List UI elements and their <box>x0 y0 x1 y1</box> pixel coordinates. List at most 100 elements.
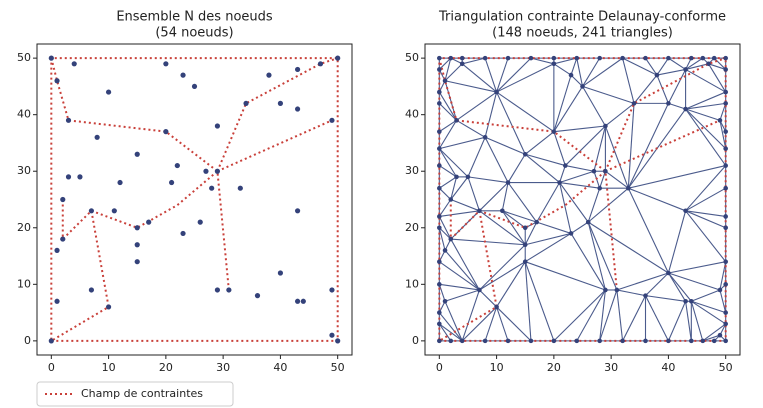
node <box>437 310 442 315</box>
mesh-edge <box>502 210 537 223</box>
mesh-edge <box>616 289 646 297</box>
mesh-edge <box>559 181 600 189</box>
mesh-edge <box>444 58 452 81</box>
node <box>522 225 528 231</box>
node <box>437 146 442 151</box>
mesh-edge <box>467 176 509 184</box>
node <box>563 163 568 168</box>
node <box>522 259 528 265</box>
mesh-edge <box>456 119 486 138</box>
node <box>505 180 511 185</box>
y-tick-label: 30 <box>17 164 31 177</box>
mesh-edge <box>524 232 572 263</box>
node <box>603 168 608 174</box>
x-tick-label: 10 <box>490 361 504 374</box>
node <box>459 61 465 67</box>
mesh-edge <box>484 306 498 342</box>
mesh-edge <box>667 272 692 302</box>
mesh-edge <box>507 153 526 183</box>
mesh-edge <box>484 137 509 183</box>
mesh-edge <box>456 91 497 121</box>
mesh-edge <box>496 261 526 308</box>
mesh-edge <box>582 57 623 87</box>
constraint-line <box>438 57 618 291</box>
y-tick-label: 20 <box>17 221 31 234</box>
node <box>454 174 459 180</box>
mesh-edge <box>444 63 463 82</box>
node <box>717 287 723 293</box>
mesh-edge <box>656 68 686 76</box>
mesh-edge <box>467 137 486 178</box>
mesh-edge <box>685 102 726 110</box>
mesh-edge <box>553 63 572 76</box>
node <box>666 338 671 344</box>
node <box>626 185 631 191</box>
constraint-line <box>438 57 727 342</box>
mesh-edge <box>525 153 566 167</box>
node <box>437 282 442 287</box>
node <box>723 214 728 219</box>
node <box>437 163 442 168</box>
node <box>620 55 625 61</box>
node <box>723 67 728 72</box>
node <box>683 208 688 214</box>
node <box>48 338 54 344</box>
constraint-line <box>50 199 110 342</box>
node <box>329 287 335 293</box>
mesh-edge <box>462 57 486 65</box>
mesh-edge <box>667 272 687 302</box>
mesh-edge <box>507 182 538 223</box>
x-tick-label: 50 <box>719 361 733 374</box>
node <box>197 219 203 225</box>
node <box>620 338 625 344</box>
mesh-edge <box>667 210 687 274</box>
node <box>60 196 66 203</box>
node <box>214 123 221 129</box>
node <box>477 208 482 214</box>
y-tick-label: 40 <box>17 108 31 121</box>
mesh-edge <box>645 295 669 342</box>
mesh-edge <box>438 57 452 70</box>
subplot: Ensemble N des noeuds(54 noeuds) 0 10 20 30 4… <box>17 10 353 407</box>
node <box>54 298 60 304</box>
node <box>448 55 454 61</box>
mesh-edge <box>501 210 526 229</box>
mesh-edge <box>708 63 727 93</box>
mesh-edge <box>438 323 463 342</box>
mesh-edge <box>439 176 457 189</box>
node <box>666 55 671 61</box>
node <box>465 174 471 180</box>
mesh-edge <box>438 227 452 240</box>
node <box>174 162 180 169</box>
chart-subtitle: (54 noeuds) <box>155 26 233 41</box>
mesh-edge <box>582 86 606 127</box>
axes-frame <box>424 43 741 356</box>
mesh-edge <box>467 176 480 211</box>
mesh-edge <box>536 221 572 234</box>
mesh-edge <box>668 261 726 274</box>
mesh-edge <box>479 182 509 212</box>
node <box>557 180 562 185</box>
node <box>214 287 221 293</box>
mesh-edge <box>685 210 726 218</box>
node <box>574 55 580 61</box>
node <box>134 259 140 265</box>
node <box>683 106 688 112</box>
node <box>442 78 448 84</box>
node <box>71 61 77 67</box>
node <box>88 208 95 214</box>
mesh-edge <box>496 306 509 342</box>
mesh-edge <box>496 91 555 133</box>
node <box>226 287 232 293</box>
mesh-edge <box>444 80 497 93</box>
legend-label: Champ de contraintes <box>81 387 203 400</box>
node <box>482 135 488 140</box>
node <box>180 230 186 237</box>
mesh-edge <box>622 295 646 342</box>
mesh-edge <box>479 210 526 246</box>
node <box>54 78 60 84</box>
mesh-edge <box>438 323 452 342</box>
x-tick-label: 20 <box>547 361 561 374</box>
mesh-edge <box>444 301 463 342</box>
node <box>266 72 272 78</box>
